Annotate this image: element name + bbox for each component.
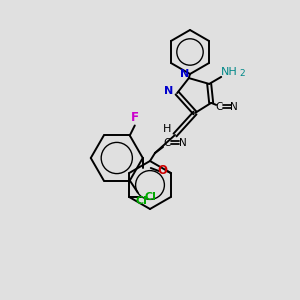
Text: Cl: Cl [136,196,148,206]
Text: Cl: Cl [144,192,156,202]
Text: N: N [164,86,174,96]
Text: N: N [230,102,238,112]
Text: NH: NH [221,67,238,77]
Text: 2: 2 [239,69,245,78]
Text: H: H [163,124,171,134]
Text: N: N [179,138,187,148]
Text: N: N [180,69,190,79]
Text: F: F [131,111,139,124]
Text: O: O [158,164,168,176]
Text: C: C [163,138,171,148]
Text: C: C [215,102,223,112]
